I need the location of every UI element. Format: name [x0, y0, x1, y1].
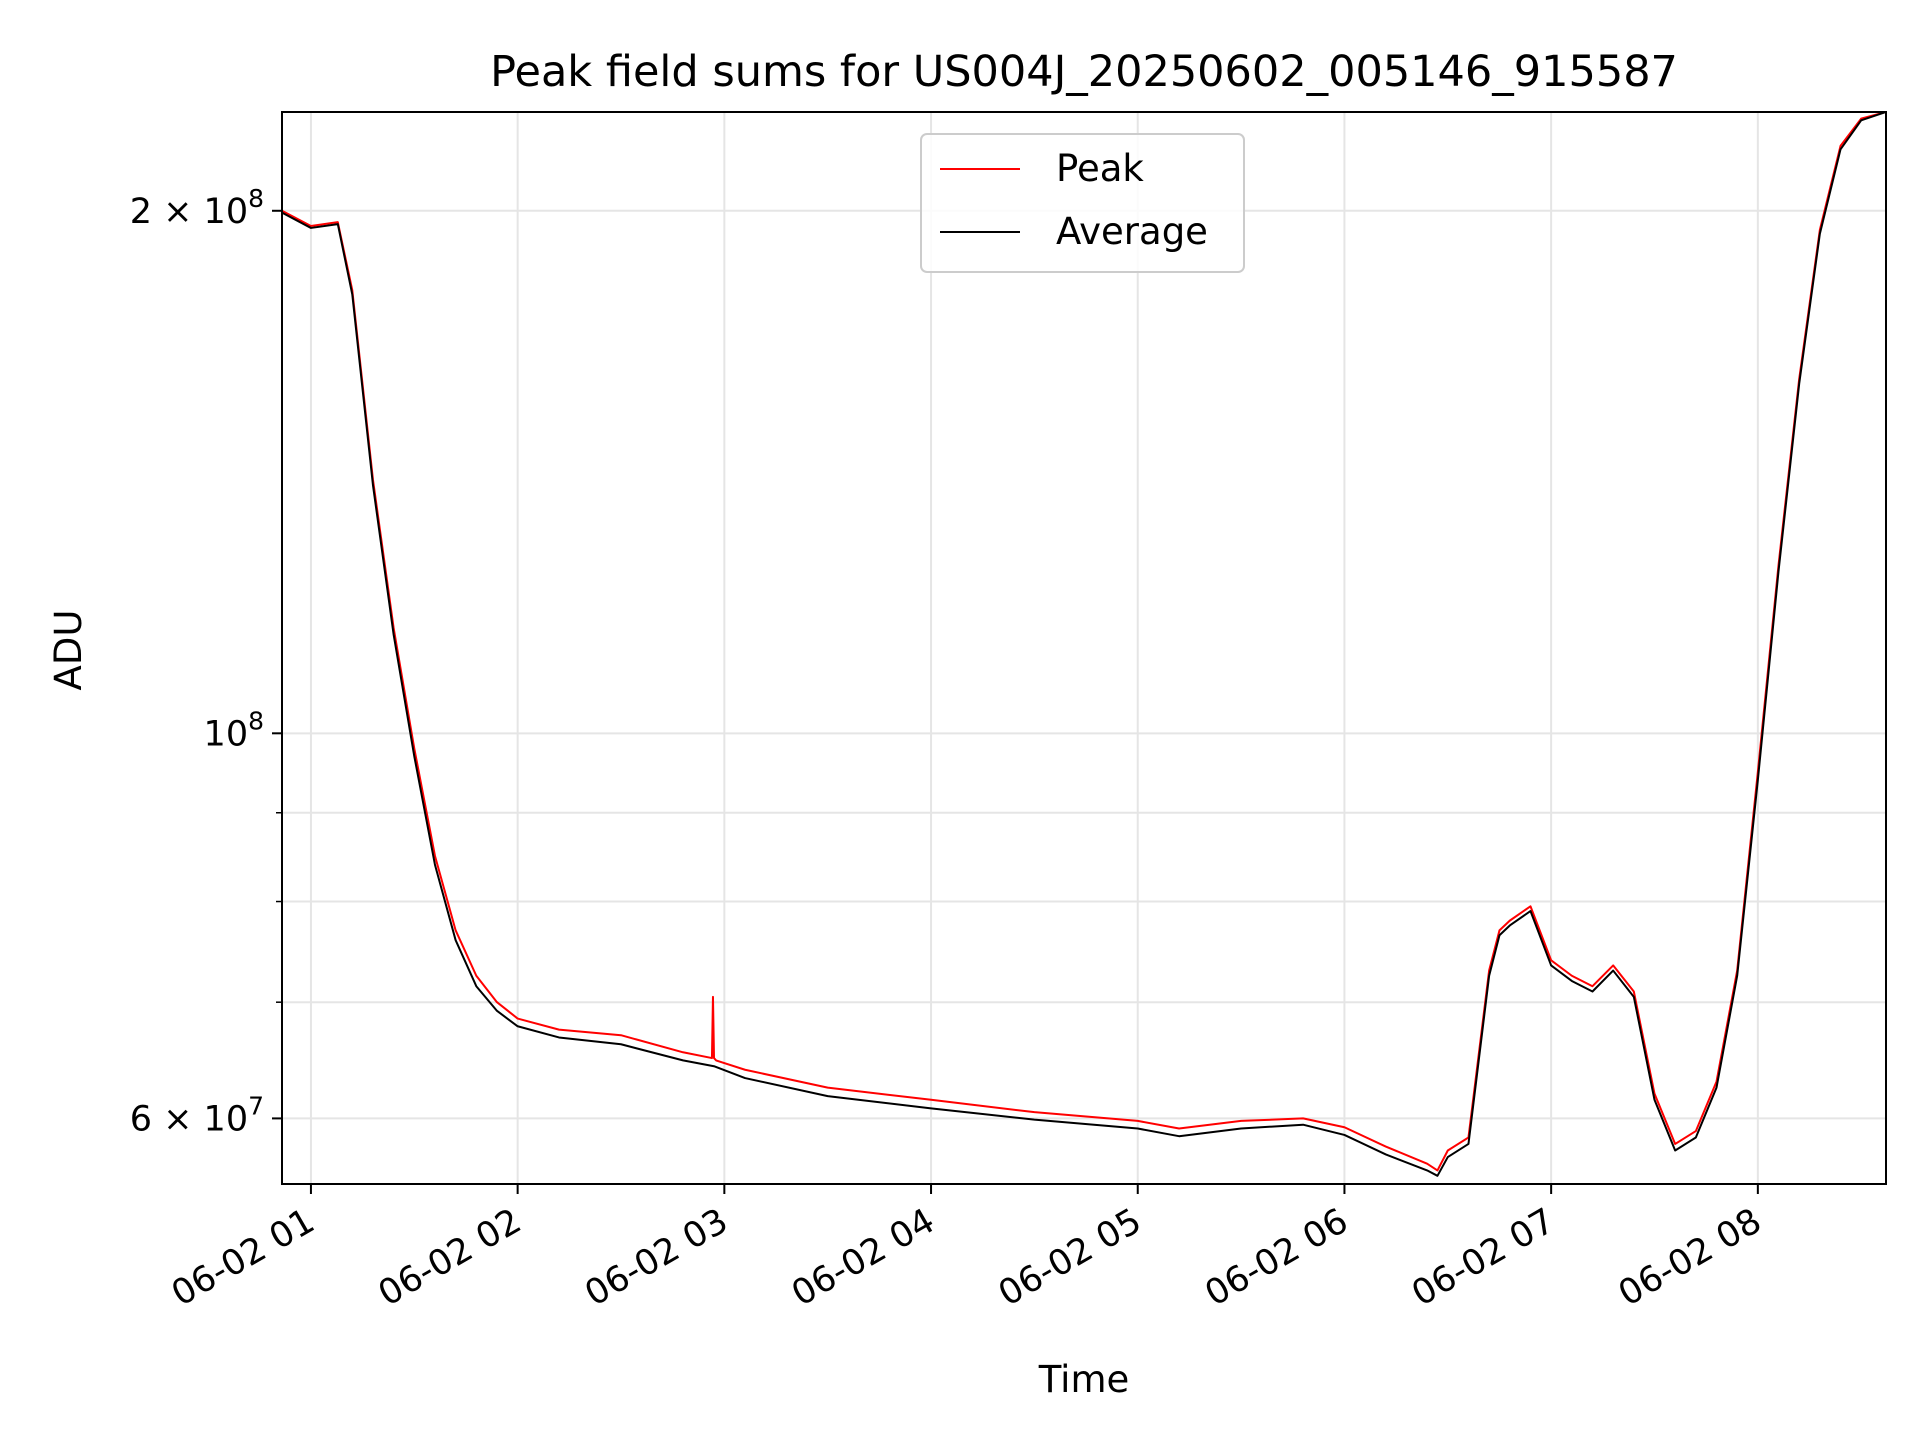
series-line-peak — [282, 112, 1886, 1172]
x-axis-label: Time — [1038, 1358, 1130, 1401]
y-tick-label: 108 — [204, 706, 264, 754]
chart-title: Peak field sums for US004J_20250602_0051… — [490, 47, 1678, 97]
legend-label-peak: Peak — [1056, 147, 1144, 190]
y-axis-label: ADU — [47, 610, 90, 691]
y-tick-label: 6 × 107 — [130, 1091, 264, 1139]
plot-frame — [281, 111, 1887, 1185]
plot-series — [282, 112, 1886, 1177]
legend: Peak Average — [920, 133, 1245, 273]
y-axis: 6 × 107 108 2 × 108 — [130, 184, 282, 1139]
series-line-average — [282, 112, 1886, 1177]
legend-label-average: Average — [1056, 210, 1208, 253]
y-tick-label: 2 × 108 — [130, 184, 264, 232]
